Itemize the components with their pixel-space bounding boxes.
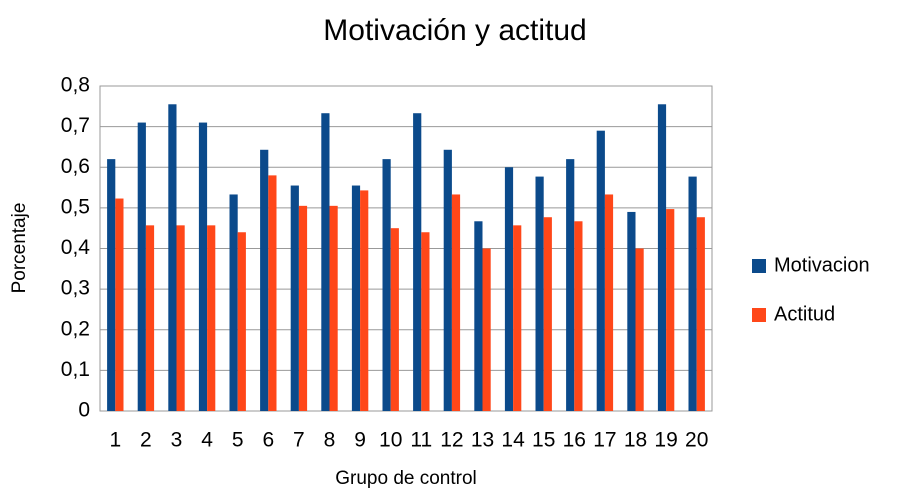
y-tick-label: 0 (78, 399, 90, 422)
x-tick-label: 6 (262, 429, 274, 452)
bar (290, 185, 299, 411)
y-tick-label: 0,2 (61, 317, 90, 340)
x-tick-label: 19 (654, 429, 677, 452)
x-tick-label: 4 (201, 429, 213, 452)
y-tick-label: 0,6 (61, 155, 90, 178)
bar (198, 122, 208, 411)
legend-label: Actitud (774, 303, 835, 325)
x-tick-label: 14 (501, 429, 525, 452)
bar (627, 211, 636, 411)
bar (298, 205, 308, 411)
y-axis-label: Porcentaje (9, 203, 30, 294)
bar (596, 130, 605, 411)
x-tick-label: 17 (593, 429, 616, 452)
x-tick-label: 5 (232, 429, 244, 452)
x-tick-label: 20 (685, 429, 708, 452)
bar (382, 159, 391, 411)
bar (666, 209, 675, 411)
x-tick-label: 3 (171, 429, 183, 452)
bar (413, 113, 422, 411)
bar (351, 185, 361, 411)
bar (696, 217, 705, 411)
x-tick-label: 18 (624, 429, 647, 452)
bar (574, 221, 583, 411)
bar (360, 190, 369, 411)
x-tick-label: 15 (532, 429, 555, 452)
x-tick-label: 12 (440, 429, 463, 452)
x-tick-label: 1 (109, 429, 121, 452)
y-tick-label: 0,1 (61, 358, 90, 381)
bar (604, 194, 614, 411)
bar (451, 194, 461, 411)
bar (260, 149, 269, 411)
bar (504, 167, 514, 411)
bar (321, 113, 330, 411)
x-tick-label: 8 (324, 429, 336, 452)
bar (168, 104, 177, 411)
legend-label: Motivacion (774, 254, 870, 276)
x-tick-label: 7 (293, 429, 305, 452)
bar (421, 232, 430, 411)
bar (657, 104, 667, 411)
y-tick-label: 0,5 (61, 195, 90, 218)
legend-swatch (752, 308, 766, 322)
x-tick-label: 11 (410, 429, 432, 452)
bar (543, 217, 552, 411)
bar (482, 248, 491, 411)
y-tick-label: 0,8 (61, 74, 90, 97)
bar (176, 225, 185, 411)
bar (635, 248, 644, 411)
bar (145, 225, 155, 411)
bar (229, 194, 238, 411)
legend-swatch (752, 259, 766, 273)
bar (443, 149, 452, 411)
bar (329, 205, 338, 411)
bar (268, 175, 277, 411)
bar (207, 225, 216, 411)
x-tick-label: 13 (471, 429, 494, 452)
bar (237, 232, 246, 411)
x-tick-label: 10 (379, 429, 402, 452)
x-tick-label: 16 (563, 429, 586, 452)
bar (107, 159, 116, 411)
bar (115, 198, 124, 411)
bar (688, 176, 697, 411)
x-tick-label: 2 (140, 429, 152, 452)
bar (566, 159, 575, 411)
bar (535, 176, 544, 411)
bar (474, 221, 483, 411)
bar (513, 225, 522, 411)
x-tick-label: 9 (354, 429, 366, 452)
y-tick-label: 0,4 (61, 236, 91, 259)
y-tick-label: 0,7 (61, 114, 90, 137)
chart-title: Motivación y actitud (323, 14, 586, 47)
bar (137, 122, 146, 411)
x-axis-label: Grupo de control (335, 468, 477, 489)
y-tick-label: 0,3 (61, 277, 90, 300)
bar (390, 228, 399, 411)
